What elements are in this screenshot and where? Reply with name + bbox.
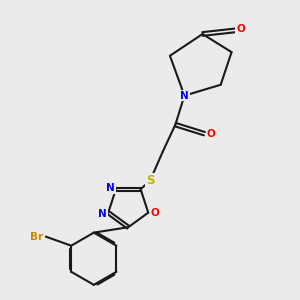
Text: N: N	[106, 183, 115, 193]
Text: Br: Br	[30, 232, 43, 242]
Text: S: S	[146, 174, 154, 187]
Text: O: O	[206, 129, 215, 139]
Text: O: O	[236, 24, 245, 34]
Text: O: O	[150, 208, 159, 218]
Text: N: N	[180, 91, 189, 100]
Text: N: N	[98, 209, 107, 219]
